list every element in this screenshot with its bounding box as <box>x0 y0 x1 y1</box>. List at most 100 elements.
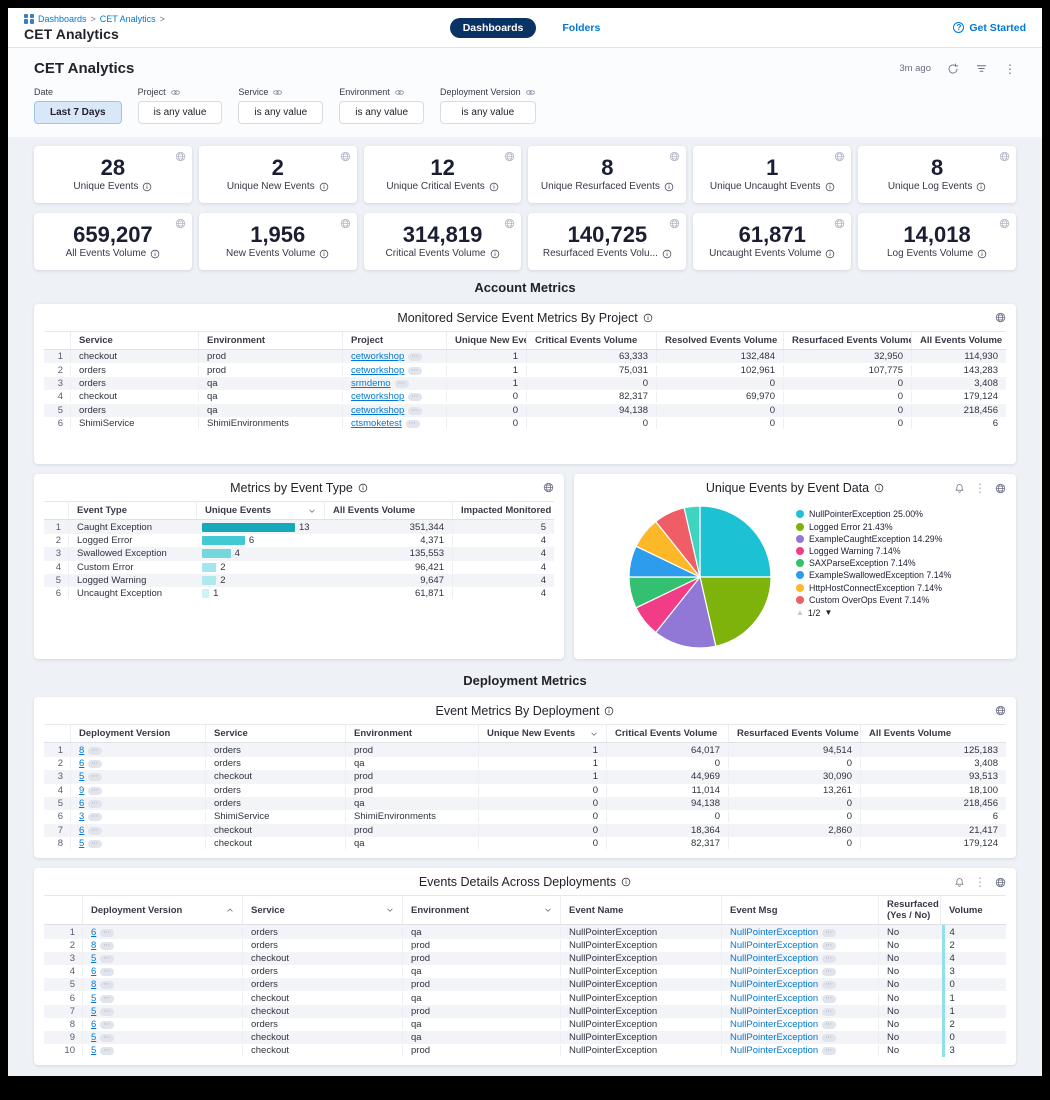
info-icon[interactable] <box>977 249 987 259</box>
ellipsis-badge[interactable]: ⋯ <box>88 746 103 755</box>
info-icon[interactable] <box>489 182 499 192</box>
tab-folders[interactable]: Folders <box>562 21 601 34</box>
ellipsis-badge[interactable]: ⋯ <box>100 981 115 990</box>
kebab-menu-icon[interactable]: ⋮ <box>1004 61 1016 76</box>
globe-icon[interactable] <box>995 312 1006 323</box>
filter-value-button[interactable]: is any value <box>238 101 324 124</box>
info-icon[interactable] <box>621 877 631 887</box>
cell-link-text[interactable]: NullPointerException <box>730 1032 819 1044</box>
column-header-unique-new-ever[interactable]: Unique New Ever <box>446 332 526 349</box>
cell-link-text[interactable]: cetworkshop <box>351 391 405 403</box>
column-header-environment[interactable]: Environment <box>402 896 560 925</box>
cell-link-text[interactable]: NullPointerException <box>730 1045 819 1057</box>
cell-link-text[interactable]: cetworkshop <box>351 364 405 376</box>
globe-icon[interactable] <box>834 151 845 162</box>
ellipsis-badge[interactable]: ⋯ <box>100 1047 115 1056</box>
cell-link-text[interactable]: NullPointerException <box>730 952 819 964</box>
globe-icon[interactable] <box>834 218 845 229</box>
ellipsis-badge[interactable]: ⋯ <box>100 928 115 937</box>
ellipsis-badge[interactable]: ⋯ <box>822 1020 837 1029</box>
ellipsis-badge[interactable]: ⋯ <box>88 813 103 822</box>
cell-link-text[interactable]: 5 <box>91 1005 97 1017</box>
cell-link-text[interactable]: 6 <box>79 824 85 836</box>
ellipsis-badge[interactable]: ⋯ <box>100 968 115 977</box>
link-icon[interactable] <box>170 88 181 97</box>
info-icon[interactable] <box>825 182 835 192</box>
link-icon[interactable] <box>394 88 405 97</box>
cell-link-text[interactable]: NullPointerException <box>730 979 819 991</box>
legend-item[interactable]: Custom OverOps Event 7.14% <box>796 595 964 606</box>
sort-descending-icon[interactable] <box>308 507 316 515</box>
ellipsis-badge[interactable]: ⋯ <box>822 1007 837 1016</box>
cell-link-text[interactable]: ctsmoketest <box>351 418 402 430</box>
ellipsis-badge[interactable]: ⋯ <box>822 981 837 990</box>
pie-slice[interactable] <box>699 505 772 578</box>
ellipsis-badge[interactable]: ⋯ <box>88 786 103 795</box>
cell-link-text[interactable]: NullPointerException <box>730 992 819 1004</box>
cell-link-text[interactable]: 8 <box>91 939 97 951</box>
cell-link-text[interactable]: 6 <box>91 1018 97 1030</box>
ellipsis-badge[interactable]: ⋯ <box>408 393 423 402</box>
globe-icon[interactable] <box>504 151 515 162</box>
legend-page-up-icon[interactable]: ▲ <box>796 608 804 618</box>
column-header-unique-new-events[interactable]: Unique New Events <box>478 725 606 743</box>
sort-descending-icon[interactable] <box>590 730 598 738</box>
ellipsis-badge[interactable]: ⋯ <box>88 840 103 849</box>
sort-descending-icon[interactable] <box>544 906 552 914</box>
breadcrumb-cet-analytics[interactable]: CET Analytics <box>99 13 156 24</box>
cell-link-text[interactable]: 8 <box>79 744 85 756</box>
column-header-unique-events[interactable]: Unique Events <box>196 502 324 520</box>
column-header-deployment-version[interactable]: Deployment Version <box>82 896 242 925</box>
globe-icon[interactable] <box>175 218 186 229</box>
ellipsis-badge[interactable]: ⋯ <box>822 941 837 950</box>
legend-item[interactable]: ExampleCaughtException 14.29% <box>796 534 964 545</box>
ellipsis-badge[interactable]: ⋯ <box>405 420 420 429</box>
link-icon[interactable] <box>272 88 283 97</box>
sort-descending-icon[interactable] <box>386 906 394 914</box>
ellipsis-badge[interactable]: ⋯ <box>100 1007 115 1016</box>
globe-icon[interactable] <box>995 877 1006 888</box>
info-icon[interactable] <box>662 249 672 259</box>
legend-page-down-icon[interactable]: ▼ <box>824 608 833 618</box>
legend-item[interactable]: NullPointerException 25.00% <box>796 509 964 520</box>
cell-link-text[interactable]: 5 <box>91 952 97 964</box>
globe-icon[interactable] <box>669 218 680 229</box>
sort-ascending-icon[interactable] <box>226 906 234 914</box>
globe-icon[interactable] <box>543 482 554 493</box>
refresh-icon[interactable] <box>947 63 959 75</box>
filter-value-button[interactable]: is any value <box>137 101 223 124</box>
info-icon[interactable] <box>490 249 500 259</box>
ellipsis-badge[interactable]: ⋯ <box>88 800 103 809</box>
cell-link-text[interactable]: NullPointerException <box>730 966 819 978</box>
kebab-menu-icon[interactable]: ⋮ <box>974 875 986 890</box>
info-icon[interactable] <box>319 182 329 192</box>
tab-dashboards[interactable]: Dashboards <box>449 17 537 38</box>
legend-item[interactable]: Logged Error 21.43% <box>796 522 964 533</box>
globe-icon[interactable] <box>995 483 1006 494</box>
link-icon[interactable] <box>525 88 536 97</box>
info-icon[interactable] <box>319 249 329 259</box>
globe-icon[interactable] <box>669 151 680 162</box>
pie-slice[interactable] <box>683 505 701 578</box>
cell-link-text[interactable]: 5 <box>91 1045 97 1057</box>
globe-icon[interactable] <box>504 218 515 229</box>
kebab-menu-icon[interactable]: ⋮ <box>974 481 986 496</box>
filter-icon[interactable] <box>975 63 988 74</box>
ellipsis-badge[interactable]: ⋯ <box>822 954 837 963</box>
info-icon[interactable] <box>142 182 152 192</box>
ellipsis-badge[interactable]: ⋯ <box>100 941 115 950</box>
filter-value-button[interactable]: is any value <box>440 101 536 124</box>
ellipsis-badge[interactable]: ⋯ <box>822 968 837 977</box>
cell-link-text[interactable]: NullPointerException <box>730 939 819 951</box>
column-header-service[interactable]: Service <box>242 896 402 925</box>
cell-link-text[interactable]: 8 <box>91 979 97 991</box>
cell-link-text[interactable]: 6 <box>79 757 85 769</box>
cell-link-text[interactable]: 5 <box>91 1032 97 1044</box>
info-icon[interactable] <box>604 706 614 716</box>
globe-icon[interactable] <box>340 218 351 229</box>
ellipsis-badge[interactable]: ⋯ <box>100 1020 115 1029</box>
cell-link-text[interactable]: NullPointerException <box>730 1005 819 1017</box>
pie-slice[interactable] <box>699 576 772 648</box>
legend-item[interactable]: HttpHostConnectException 7.14% <box>796 583 964 594</box>
globe-icon[interactable] <box>340 151 351 162</box>
